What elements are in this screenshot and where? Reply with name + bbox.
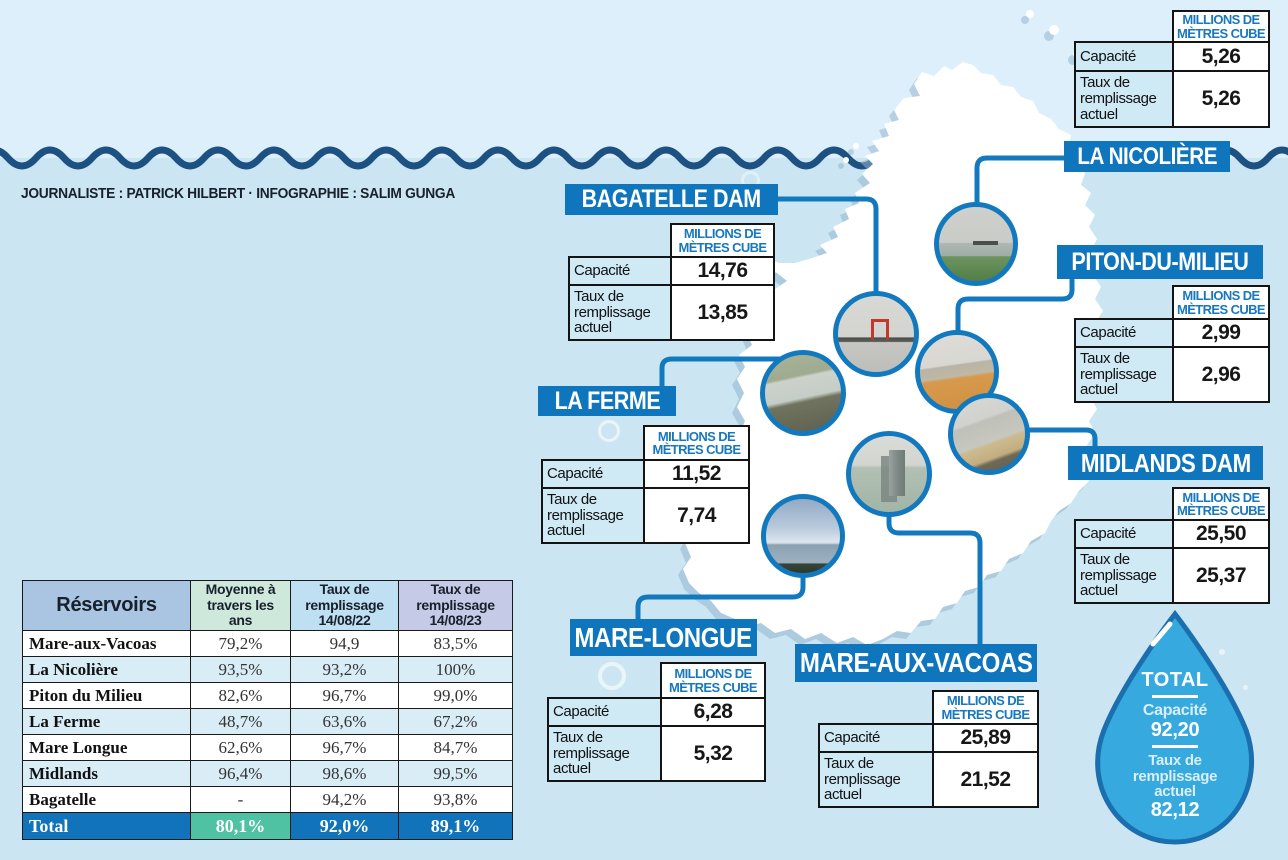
callout-label-bagatelle: BAGATELLE DAM <box>565 184 778 215</box>
fill-rate-value: 5,32 <box>660 725 766 782</box>
fill-rate-value: 2,96 <box>1172 346 1270 403</box>
total-drop-text: TOTAL Capacité 92,20 Taux de remplissage… <box>1086 670 1264 821</box>
header-moyenne: Moyenne à travers les ans <box>190 580 291 631</box>
callout-label-midlands: MIDLANDS DAM <box>1068 446 1263 480</box>
photo-bagatelle-dam <box>833 291 919 377</box>
callout-table-marelongue: MILLIONS DE MÈTRES CUBE Capacité 6,28 Tau… <box>547 662 766 782</box>
callout-label-vacoas: MARE-AUX-VACOAS <box>795 644 1037 682</box>
capacity-label: Capacité <box>1074 318 1174 348</box>
capacity-label: Capacité <box>818 723 934 753</box>
fill-rate-value: 5,26 <box>1172 70 1270 128</box>
table-row: La Ferme 48,7% 63,6% 67,2% <box>22 708 513 735</box>
callout-table-midlands: MILLIONS DE MÈTRES CUBE Capacité 25,50 Ta… <box>1074 487 1270 604</box>
header-taux-2022: Taux de remplissage 14/08/22 <box>290 580 399 631</box>
photo-la-nicoliere <box>934 202 1018 286</box>
connector-piton <box>955 277 1075 339</box>
table-row: Mare-aux-Vacoas 79,2% 94,9 83,5% <box>22 630 513 657</box>
total-taux-2023: 89,1% <box>398 812 513 840</box>
capacity-label: Capacité <box>1074 41 1174 72</box>
table-row: La Nicolière 93,5% 93,2% 100% <box>22 656 513 683</box>
photo-la-ferme <box>760 350 846 436</box>
connector-bagatelle <box>774 196 879 299</box>
capacity-value: 5,26 <box>1172 41 1270 72</box>
fill-rate-label: Taux de remplissage actuel <box>1074 346 1174 403</box>
total-fill-label: Taux de remplissage actuel <box>1132 751 1218 801</box>
water-drop-shape <box>1095 609 1255 845</box>
fill-rate-value: 21,52 <box>932 751 1039 808</box>
connector-laferme <box>659 356 785 391</box>
unit-header: MILLIONS DE MÈTRES CUBE <box>643 425 750 461</box>
connector-marelongue <box>635 565 806 623</box>
fill-rate-value: 25,37 <box>1172 547 1270 604</box>
capacity-value: 25,89 <box>932 723 1039 753</box>
capacity-value: 25,50 <box>1172 519 1270 549</box>
connector-vacoas <box>886 505 983 648</box>
capacity-label: Capacité <box>568 256 672 286</box>
unit-header: MILLIONS DE MÈTRES CUBE <box>660 662 766 699</box>
fill-rate-value: 13,85 <box>670 284 775 341</box>
bubble-ring <box>598 420 620 442</box>
callout-label-nicoliere: LA NICOLIÈRE <box>1064 141 1230 172</box>
fill-rate-value: 7,74 <box>643 487 750 544</box>
top-background-band <box>0 0 1288 158</box>
unit-header: MILLIONS DE MÈTRES CUBE <box>1172 10 1270 43</box>
credits-line: JOURNALISTE : PATRICK HILBERT · INFOGRAP… <box>21 186 455 202</box>
total-fill-value: 82,12 <box>1150 799 1200 822</box>
capacity-value: 14,76 <box>670 256 775 286</box>
callout-table-laferme: MILLIONS DE MÈTRES CUBE Capacité 11,52 Ta… <box>541 425 750 544</box>
header-reservoirs: Réservoirs <box>22 580 191 631</box>
callout-connectors <box>635 155 1098 648</box>
photo-mare-aux-vacoas <box>846 431 932 517</box>
bubble-dot <box>1219 649 1225 655</box>
table-row: Mare Longue 62,6% 96,7% 84,7% <box>22 734 513 761</box>
callout-table-piton: MILLIONS DE MÈTRES CUBE Capacité 2,99 Tau… <box>1074 285 1270 403</box>
photo-mare-longue <box>761 494 845 578</box>
divider <box>1152 744 1198 748</box>
capacity-label: Capacité <box>1074 519 1174 549</box>
fill-rate-label: Taux de remplissage actuel <box>818 751 934 808</box>
capacity-label: Capacité <box>547 697 662 727</box>
table-row: Bagatelle -94,2% 93,8% <box>22 786 513 813</box>
reservoirs-summary-table: Réservoirs Moyenne à travers les ans Tau… <box>22 580 513 840</box>
total-row: Total 80,1% 92,0% 89,1% <box>22 812 513 840</box>
callout-table-nicoliere: MILLIONS DE MÈTRES CUBE Capacité 5,26 Tau… <box>1074 10 1270 128</box>
callout-label-marelongue: MARE-LONGUE <box>570 619 757 656</box>
capacity-label: Capacité <box>541 459 645 489</box>
unit-header: MILLIONS DE MÈTRES CUBE <box>1172 487 1270 521</box>
callout-table-bagatelle: MILLIONS DE MÈTRES CUBE Capacité 14,76 Ta… <box>568 223 775 341</box>
capacity-value: 2,99 <box>1172 318 1270 348</box>
total-capacity-label: Capacité <box>1142 702 1208 719</box>
divider <box>1152 695 1198 698</box>
header-taux-2023: Taux de remplissage 14/08/23 <box>398 580 513 631</box>
fill-rate-label: Taux de remplissage actuel <box>547 725 662 782</box>
connector-nicoliere <box>974 155 1069 211</box>
drop-highlight <box>1150 621 1173 647</box>
table-row: Midlands 96,4% 98,6% 99,5% <box>22 760 513 787</box>
fill-rate-label: Taux de remplissage actuel <box>1074 70 1174 128</box>
table-row: Piton du Milieu 82,6% 96,7% 99,0% <box>22 682 513 709</box>
bubble-dot <box>1243 685 1248 690</box>
callout-label-piton: PITON-DU-MILIEU <box>1057 245 1263 279</box>
total-drop: TOTAL Capacité 92,20 Taux de remplissage… <box>1086 608 1264 852</box>
total-label: Total <box>22 812 191 840</box>
connector-midlands <box>1021 427 1098 450</box>
fill-rate-label: Taux de remplissage actuel <box>541 487 645 544</box>
bubble-ring <box>598 662 626 690</box>
unit-header: MILLIONS DE MÈTRES CUBE <box>670 223 775 258</box>
photo-midlands-dam <box>948 393 1030 475</box>
fill-rate-label: Taux de remplissage actuel <box>1074 547 1174 604</box>
capacity-value: 11,52 <box>643 459 750 489</box>
capacity-value: 6,28 <box>660 697 766 727</box>
unit-header: MILLIONS DE MÈTRES CUBE <box>1172 285 1270 320</box>
total-capacity-value: 92,20 <box>1150 718 1200 741</box>
unit-header: MILLIONS DE MÈTRES CUBE <box>932 690 1039 725</box>
callout-label-laferme: LA FERME <box>538 386 676 416</box>
callout-table-vacoas: MILLIONS DE MÈTRES CUBE Capacité 25,89 Ta… <box>818 690 1039 808</box>
total-taux-2022: 92,0% <box>290 812 399 840</box>
total-title: TOTAL <box>1141 669 1209 691</box>
total-moyenne: 80,1% <box>190 812 291 840</box>
fill-rate-label: Taux de remplissage actuel <box>568 284 672 341</box>
summary-header-row: Réservoirs Moyenne à travers les ans Tau… <box>22 580 513 631</box>
